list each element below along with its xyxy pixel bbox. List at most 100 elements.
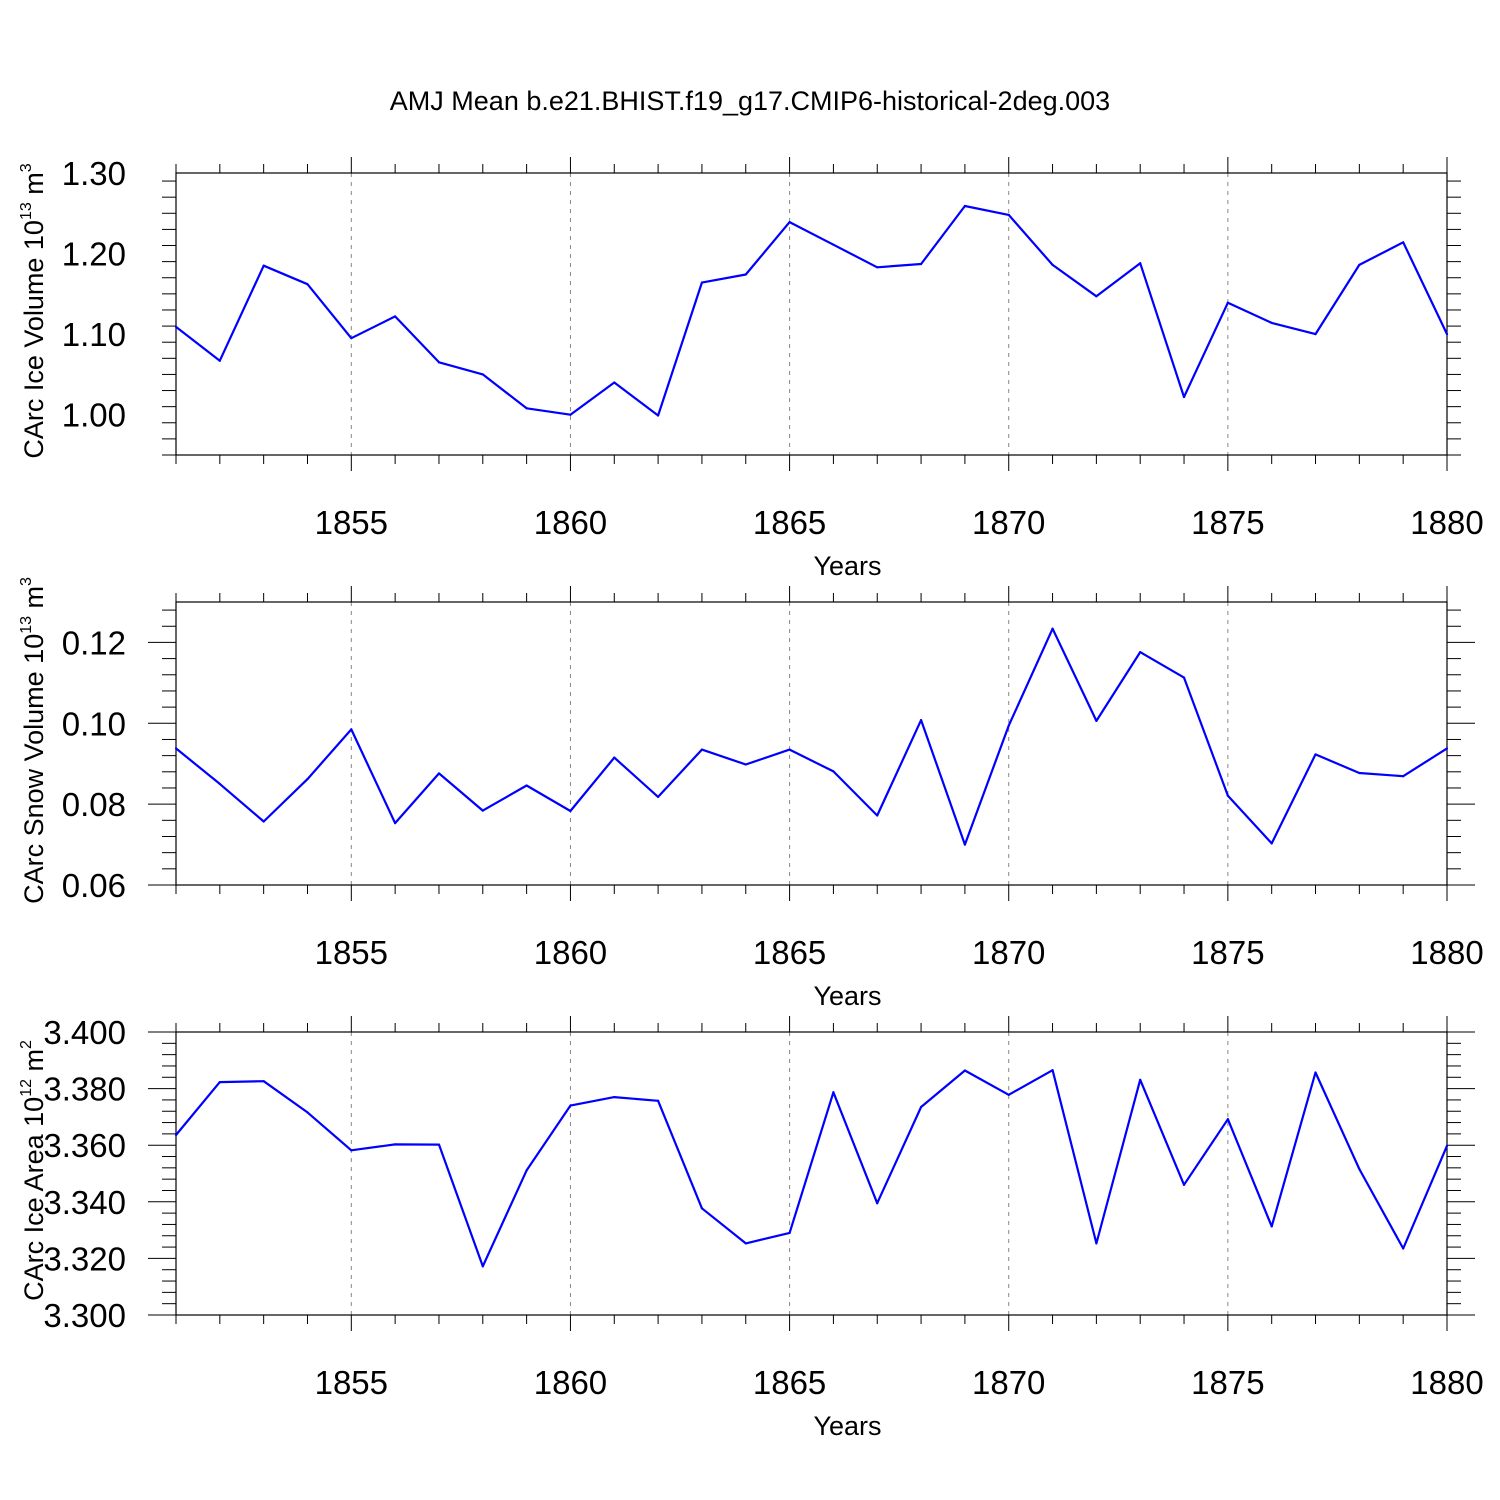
data-point-1879 — [1402, 775, 1405, 778]
y-axis-title-unit: m — [19, 1049, 49, 1079]
data-point-1857 — [437, 772, 441, 775]
plot-frame — [175, 172, 1448, 456]
data-point-1865 — [788, 221, 791, 224]
y-axis-title-unit-exponent: 3 — [18, 577, 35, 586]
data-point-1871 — [1051, 263, 1054, 266]
y-axis-title-exponent: 12 — [18, 1079, 35, 1097]
data-point-1868 — [919, 718, 923, 722]
data-point-1877 — [1314, 753, 1317, 756]
panel-2: 1855 1860 1865 1870 1875 1880 Years 0.06 0.08 0.1… — [18, 577, 1484, 1011]
y-tick-label: 3.360 — [43, 1127, 126, 1164]
data-point-1880 — [1445, 1144, 1449, 1147]
data-point-1867 — [876, 1202, 879, 1205]
data-point-1875 — [1226, 794, 1229, 797]
x-axis-title: Years — [813, 1411, 881, 1441]
data-point-1862 — [657, 795, 660, 798]
plot-frame — [175, 601, 1448, 886]
data-point-1864 — [744, 763, 747, 766]
data-point-1870 — [1007, 1093, 1010, 1096]
y-tick-label: 0.08 — [62, 786, 126, 823]
data-point-1856 — [394, 822, 397, 825]
data-point-1855 — [350, 1149, 353, 1152]
y-axis-title-exponent: 13 — [18, 202, 35, 220]
data-point-1858 — [481, 809, 484, 812]
data-point-1873 — [1139, 1078, 1142, 1081]
y-tick-label: 3.380 — [43, 1071, 126, 1108]
data-point-1863 — [700, 1207, 704, 1210]
data-point-1871 — [1051, 627, 1054, 630]
data-point-1863 — [700, 281, 704, 284]
x-tick-label: 1860 — [534, 504, 607, 541]
data-point-1871 — [1051, 1069, 1054, 1072]
x-tick-label: 1880 — [1410, 1364, 1483, 1401]
x-tick-label: 1860 — [534, 1364, 607, 1401]
x-tick-label: 1865 — [753, 934, 826, 971]
x-tick-label: 1855 — [315, 504, 388, 541]
y-tick-label: 3.320 — [43, 1240, 126, 1277]
data-point-1853 — [262, 1080, 265, 1083]
data-point-1874 — [1182, 395, 1186, 399]
data-point-1855 — [350, 337, 353, 340]
y-axis-title: CArc Ice Area 1012 m2 — [18, 1040, 49, 1301]
data-point-1851 — [174, 1133, 178, 1137]
x-axis-title: Years — [813, 981, 881, 1011]
data-point-1875 — [1226, 1118, 1229, 1121]
data-point-1872 — [1095, 719, 1098, 722]
data-point-1860 — [569, 413, 572, 416]
data-point-1878 — [1358, 771, 1361, 775]
y-tick-label: 0.12 — [62, 624, 126, 661]
data-point-1875 — [1226, 301, 1229, 304]
x-tick-label: 1880 — [1410, 934, 1483, 971]
data-point-1873 — [1139, 651, 1142, 654]
x-tick-label: 1860 — [534, 934, 607, 971]
data-point-1852 — [218, 782, 221, 786]
data-point-1862 — [657, 1099, 660, 1102]
y-tick-label: 1.10 — [62, 316, 126, 353]
y-tick-label: 1.30 — [62, 155, 126, 192]
x-tick-label: 1875 — [1191, 504, 1264, 541]
data-point-1876 — [1270, 842, 1273, 845]
data-point-1877 — [1314, 1071, 1317, 1074]
data-point-1858 — [481, 1265, 484, 1268]
data-line — [175, 1069, 1449, 1268]
y-axis-title-unit-exponent: 2 — [18, 1040, 35, 1049]
x-tick-label: 1855 — [315, 934, 388, 971]
data-point-1861 — [613, 381, 616, 384]
data-point-1859 — [525, 1169, 528, 1172]
y-axis-title-main: CArc Ice Area 10 — [19, 1097, 49, 1301]
data-point-1862 — [657, 414, 660, 417]
data-point-1854 — [306, 777, 309, 781]
data-point-1860 — [569, 1104, 572, 1107]
x-tick-label: 1855 — [315, 1364, 388, 1401]
data-point-1873 — [1139, 262, 1142, 265]
data-point-1851 — [174, 325, 178, 328]
x-tick-label: 1865 — [753, 504, 826, 541]
y-tick-label: 3.300 — [43, 1297, 126, 1334]
x-tick-label: 1875 — [1191, 934, 1264, 971]
data-point-1856 — [394, 1143, 397, 1146]
data-point-1879 — [1402, 241, 1405, 244]
y-tick-label: 0.10 — [62, 705, 126, 742]
data-point-1855 — [350, 728, 353, 731]
y-tick-label: 0.06 — [62, 867, 126, 904]
data-point-1865 — [788, 748, 791, 751]
data-point-1861 — [613, 1095, 616, 1099]
y-tick-label: 1.00 — [62, 397, 126, 434]
data-point-1878 — [1358, 1167, 1361, 1171]
panel-1: 1855 1860 1865 1870 1875 1880 Years 1.00 1.10 1.2… — [18, 155, 1484, 581]
data-line — [175, 627, 1448, 846]
y-axis-title: CArc Snow Volume 1013 m3 — [18, 577, 49, 904]
data-point-1868 — [919, 262, 923, 266]
data-point-1853 — [262, 820, 265, 823]
plot-frame — [175, 1031, 1448, 1316]
data-point-1860 — [569, 809, 572, 813]
data-point-1866 — [832, 243, 835, 246]
data-point-1870 — [1007, 213, 1010, 216]
data-point-1864 — [744, 273, 747, 276]
y-axis-title-main: CArc Ice Volume 10 — [19, 220, 49, 459]
panels: 1855 1860 1865 1870 1875 1880 Years 1.00 1.10 1.2… — [18, 155, 1484, 1441]
data-point-1851 — [174, 747, 178, 750]
x-tick-label: 1865 — [753, 1364, 826, 1401]
x-tick-label: 1870 — [972, 1364, 1045, 1401]
